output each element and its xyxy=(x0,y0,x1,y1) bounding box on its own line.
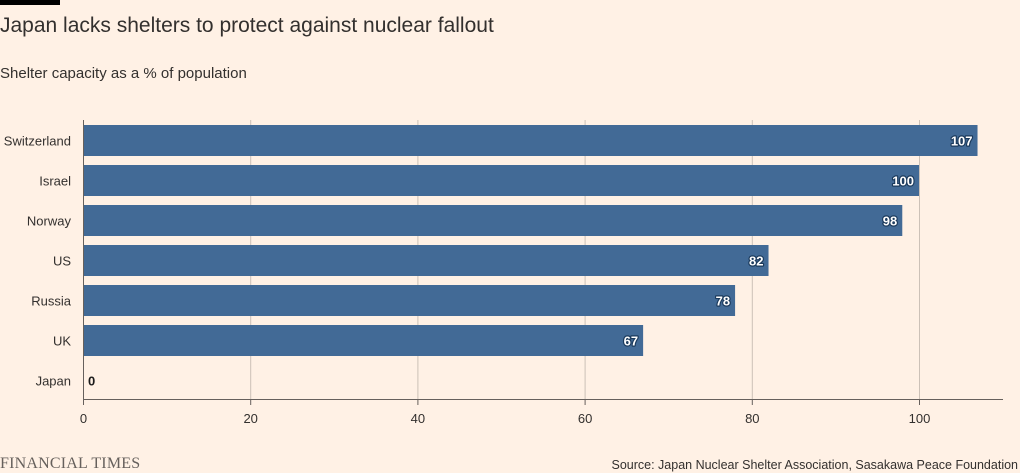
bar-norway xyxy=(83,205,903,236)
x-tick-label-100: 100 xyxy=(909,411,931,426)
source-note: Source: Japan Nuclear Shelter Associatio… xyxy=(611,458,1019,472)
bar-us xyxy=(83,245,769,276)
bar-israel xyxy=(83,165,919,196)
category-label-us: US xyxy=(53,254,71,269)
category-label-japan: Japan xyxy=(36,374,71,389)
x-tick-label-40: 40 xyxy=(411,411,425,426)
value-label-israel: 100 xyxy=(892,174,914,189)
category-label-uk: UK xyxy=(53,334,71,349)
value-label-russia: 78 xyxy=(716,294,730,309)
ft-logo: FINANCIAL TIMES xyxy=(0,455,141,472)
category-label-switzerland: Switzerland xyxy=(4,134,71,149)
bar-russia xyxy=(83,285,736,316)
bar-uk xyxy=(83,325,644,356)
value-label-japan: 0 xyxy=(88,374,95,389)
chart-subtitle: Shelter capacity as a % of population xyxy=(0,65,247,82)
x-tick-label-0: 0 xyxy=(80,411,87,426)
bar-switzerland xyxy=(83,125,978,156)
x-tick-label-20: 20 xyxy=(243,411,257,426)
x-tick-label-60: 60 xyxy=(578,411,592,426)
value-label-norway: 98 xyxy=(883,214,897,229)
value-label-switzerland: 107 xyxy=(951,134,973,149)
chart-title: Japan lacks shelters to protect against … xyxy=(0,14,494,37)
value-label-uk: 67 xyxy=(624,334,638,349)
category-label-norway: Norway xyxy=(27,214,72,229)
category-label-israel: Israel xyxy=(39,174,71,189)
category-label-russia: Russia xyxy=(31,294,72,309)
ft-top-rule xyxy=(0,0,60,5)
x-tick-label-80: 80 xyxy=(745,411,759,426)
value-label-us: 82 xyxy=(749,254,763,269)
